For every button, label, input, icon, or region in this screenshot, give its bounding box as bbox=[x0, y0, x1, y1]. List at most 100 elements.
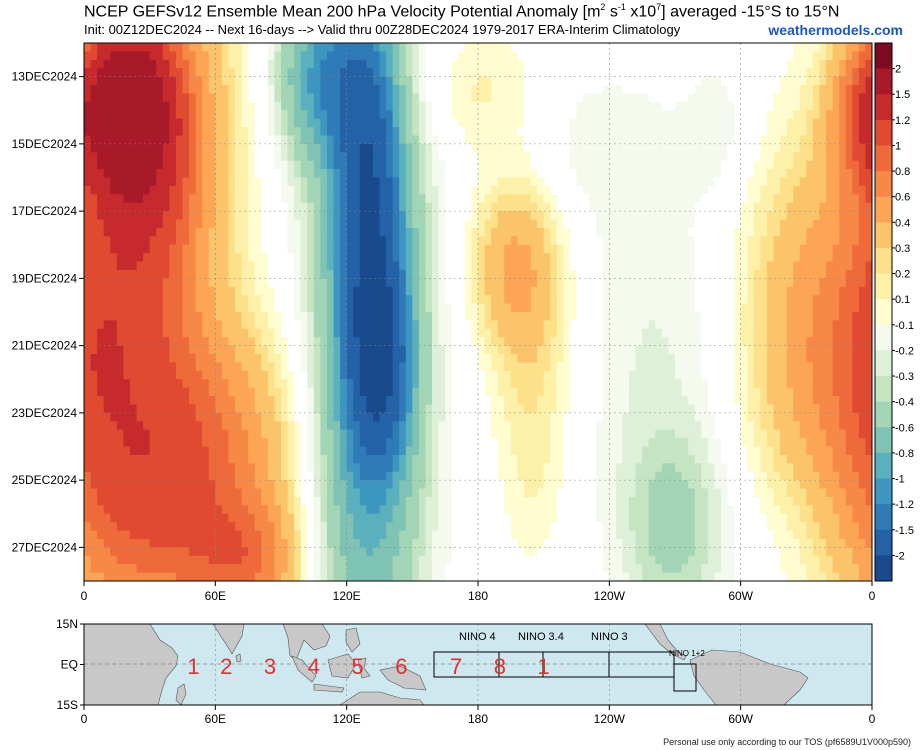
heatmap-cell bbox=[399, 202, 407, 212]
heatmap-cell bbox=[629, 227, 637, 237]
heatmap-cell bbox=[129, 278, 138, 288]
heatmap-cell bbox=[379, 379, 387, 389]
heatmap-cell bbox=[576, 127, 584, 137]
heatmap-cell bbox=[629, 261, 637, 271]
heatmap-cell bbox=[346, 211, 354, 221]
heatmap-cell bbox=[688, 143, 696, 153]
heatmap-cell bbox=[517, 219, 525, 229]
heatmap-cell bbox=[84, 93, 92, 103]
heatmap-cell bbox=[865, 177, 872, 187]
heatmap-cell bbox=[727, 244, 735, 254]
heatmap-cell bbox=[569, 143, 578, 153]
heatmap-cell bbox=[169, 185, 177, 195]
heatmap-cell bbox=[510, 202, 518, 212]
heatmap-cell bbox=[786, 101, 794, 111]
heatmap-cell bbox=[103, 303, 111, 313]
heatmap-cell bbox=[727, 68, 735, 78]
heatmap-cell bbox=[267, 202, 276, 212]
heatmap-cell bbox=[773, 76, 781, 86]
heatmap-cell bbox=[208, 370, 216, 380]
heatmap-cell bbox=[701, 135, 709, 145]
heatmap-cell bbox=[839, 194, 847, 204]
heatmap-cell bbox=[648, 261, 656, 271]
heatmap-cell bbox=[629, 194, 637, 204]
heatmap-cell bbox=[445, 362, 453, 372]
heatmap-cell bbox=[491, 370, 499, 380]
heatmap-cell bbox=[84, 269, 92, 279]
heatmap-cell bbox=[208, 101, 216, 111]
heatmap-cell bbox=[766, 110, 775, 120]
heatmap-cell bbox=[412, 101, 420, 111]
heatmap-cell bbox=[629, 85, 637, 95]
heatmap-cell bbox=[149, 261, 157, 271]
heatmap-cell bbox=[464, 387, 473, 397]
heatmap-cell bbox=[182, 127, 190, 137]
heatmap-cell bbox=[123, 236, 131, 246]
heatmap-cell bbox=[162, 227, 170, 237]
heatmap-cell bbox=[543, 303, 551, 313]
heatmap-cell bbox=[359, 236, 367, 246]
heatmap-cell bbox=[129, 93, 138, 103]
heatmap-cell bbox=[136, 236, 144, 246]
heatmap-cell bbox=[629, 160, 637, 170]
heatmap-cell bbox=[313, 51, 321, 61]
heatmap-cell bbox=[622, 370, 630, 380]
heatmap-cell bbox=[642, 160, 650, 170]
brand-link[interactable]: weathermodels.com bbox=[768, 22, 903, 38]
heatmap-cell bbox=[806, 261, 814, 271]
heatmap-cell bbox=[826, 143, 834, 153]
heatmap-cell bbox=[412, 177, 420, 187]
heatmap-cell bbox=[675, 93, 683, 103]
heatmap-cell bbox=[425, 135, 433, 145]
heatmap-cell bbox=[523, 328, 532, 338]
heatmap-cell bbox=[694, 278, 702, 288]
heatmap-cell bbox=[858, 127, 867, 137]
heatmap-cell bbox=[366, 261, 374, 271]
heatmap-cell bbox=[635, 328, 643, 338]
heatmap-cell bbox=[162, 101, 170, 111]
heatmap-cell bbox=[458, 185, 466, 195]
heatmap-cell bbox=[734, 337, 742, 347]
heatmap-cell bbox=[182, 295, 190, 305]
heatmap-cell bbox=[642, 261, 650, 271]
heatmap-cell bbox=[221, 362, 230, 372]
heatmap-cell bbox=[162, 51, 170, 61]
heatmap-cell bbox=[760, 194, 768, 204]
heatmap-cell bbox=[162, 177, 170, 187]
heatmap-cell bbox=[458, 354, 466, 364]
heatmap-cell bbox=[826, 160, 834, 170]
heatmap-cell bbox=[806, 202, 814, 212]
heatmap-cell bbox=[313, 219, 321, 229]
heatmap-cell bbox=[320, 320, 328, 330]
heatmap-cell bbox=[346, 328, 354, 338]
heatmap-cell bbox=[635, 295, 643, 305]
heatmap-cell bbox=[707, 101, 715, 111]
heatmap-cell bbox=[727, 227, 735, 237]
heatmap-cell bbox=[766, 345, 775, 355]
heatmap-cell bbox=[793, 59, 801, 69]
heatmap-cell bbox=[497, 219, 505, 229]
heatmap-cell bbox=[162, 43, 170, 53]
heatmap-cell bbox=[780, 219, 788, 229]
heatmap-cell bbox=[281, 354, 289, 364]
heatmap-cell bbox=[806, 118, 814, 128]
heatmap-cell bbox=[523, 194, 532, 204]
heatmap-cell bbox=[445, 269, 453, 279]
heatmap-cell bbox=[589, 152, 597, 162]
heatmap-cell bbox=[773, 127, 781, 137]
heatmap-cell bbox=[865, 101, 872, 111]
heatmap-cell bbox=[504, 135, 512, 145]
heatmap-cell bbox=[478, 345, 486, 355]
heatmap-cell bbox=[760, 337, 768, 347]
heatmap-cell bbox=[182, 135, 190, 145]
heatmap-cell bbox=[372, 202, 381, 212]
heatmap-cell bbox=[484, 59, 492, 69]
heatmap-cell bbox=[707, 244, 715, 254]
heatmap-cell bbox=[281, 211, 289, 221]
heatmap-cell bbox=[773, 219, 781, 229]
heatmap-cell bbox=[648, 295, 656, 305]
heatmap-cell bbox=[661, 110, 670, 120]
heatmap-cell bbox=[405, 261, 413, 271]
heatmap-cell bbox=[261, 118, 269, 128]
heatmap-cell bbox=[333, 312, 341, 322]
